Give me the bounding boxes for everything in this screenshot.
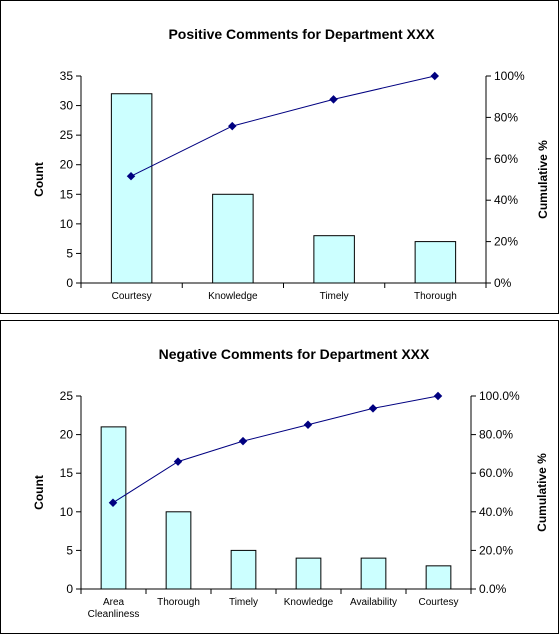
y-tick-label: 20 — [60, 428, 74, 442]
cumulative-point — [228, 122, 236, 130]
y2-tick-label: 0% — [494, 276, 512, 290]
x-category-label: Cleanliness — [88, 609, 140, 620]
cumulative-point — [434, 392, 442, 400]
y2-tick-label: 100% — [494, 69, 525, 83]
cumulative-point — [304, 421, 312, 429]
bar — [426, 566, 451, 589]
chart-title: Negative Comments for Department XXX — [159, 346, 430, 362]
y2-tick-label: 40.0% — [479, 505, 513, 519]
y-axis-label: Count — [32, 475, 46, 510]
bar — [361, 558, 386, 589]
negative-comments-chart-panel: Negative Comments for Department XXX 0 5 10… — [0, 320, 559, 634]
positive-comments-chart-panel: Positive Comments for Department XXX 0 5 10… — [0, 0, 559, 314]
x-category-label: Courtesy — [418, 597, 458, 608]
cumulative-line — [131, 76, 435, 176]
chart-title: Positive Comments for Department XXX — [168, 26, 435, 42]
y-tick-label: 10 — [60, 505, 74, 519]
y2-tick-label: 100.0% — [479, 389, 520, 403]
bar — [101, 427, 126, 589]
x-category-label: Knowledge — [208, 291, 258, 302]
y-tick-label: 25 — [60, 128, 74, 142]
y2-axis-label: Cumulative % — [536, 140, 550, 219]
x-category-label: Knowledge — [284, 597, 334, 608]
y2-tick-label: 20.0% — [479, 543, 513, 557]
y-tick-label: 15 — [60, 187, 74, 201]
positive-comments-chart: Positive Comments for Department XXX 0 5 10… — [1, 1, 558, 313]
bar — [166, 512, 191, 589]
cumulative-point — [431, 72, 439, 80]
y2-axis-label: Cumulative % — [535, 453, 549, 532]
negative-comments-chart: Negative Comments for Department XXX 0 5 10… — [1, 321, 558, 633]
y2-tick-label: 60.0% — [479, 466, 513, 480]
bar — [111, 94, 152, 283]
y-axis-label: Count — [32, 162, 46, 197]
cumulative-point — [369, 404, 377, 412]
cumulative-point — [239, 437, 247, 445]
y-tick-label: 5 — [66, 246, 73, 260]
x-category-label: Availability — [350, 597, 397, 608]
y2-tick-label: 20% — [494, 235, 518, 249]
y-tick-label: 20 — [60, 158, 74, 172]
x-category-label: Area — [103, 597, 125, 608]
x-category-label: Courtesy — [112, 291, 152, 302]
bar — [314, 236, 355, 283]
bar — [231, 550, 256, 589]
x-category-label: Timely — [229, 597, 258, 608]
x-category-label: Thorough — [414, 291, 457, 302]
y2-tick-label: 80% — [494, 110, 518, 124]
y2-tick-label: 0.0% — [479, 582, 507, 596]
y-tick-label: 35 — [60, 69, 74, 83]
y-tick-label: 15 — [60, 466, 74, 480]
cumulative-line — [113, 396, 438, 503]
y-tick-label: 25 — [60, 389, 74, 403]
y-tick-label: 10 — [60, 217, 74, 231]
y2-tick-label: 80.0% — [479, 428, 513, 442]
x-category-label: Thorough — [157, 597, 200, 608]
cumulative-point — [174, 457, 182, 465]
y-tick-label: 5 — [66, 543, 73, 557]
y-tick-label: 0 — [66, 582, 73, 596]
y2-tick-label: 60% — [494, 152, 518, 166]
y-tick-label: 30 — [60, 99, 74, 113]
x-category-label: Timely — [320, 291, 349, 302]
bar — [415, 242, 456, 283]
y2-tick-label: 40% — [494, 193, 518, 207]
bar — [213, 194, 254, 283]
bar — [296, 558, 321, 589]
cumulative-point — [329, 95, 337, 103]
y-tick-label: 0 — [66, 276, 73, 290]
